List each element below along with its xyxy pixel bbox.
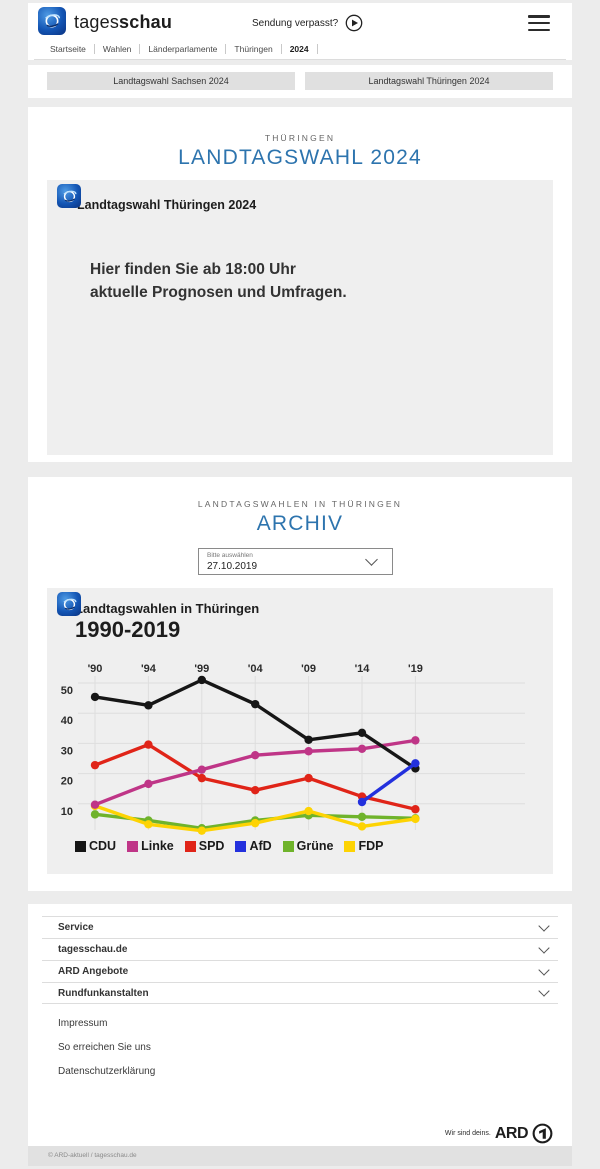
site-footer: Service tagesschau.de ARD Angebote Rundf… <box>28 904 572 1146</box>
chevron-down-icon <box>365 553 378 566</box>
breadcrumb-divider <box>139 44 141 54</box>
quick-links-strip: Landtagswahl Sachsen 2024 Landtagswahl T… <box>28 65 572 98</box>
ard-claim: Wir sind deins. <box>444 1130 491 1137</box>
chevron-down-icon <box>538 985 550 997</box>
widget-title: Landtagswahl Thüringen 2024 <box>77 198 257 212</box>
breadcrumb-laenderparlamente[interactable]: Länderparlamente <box>148 44 218 54</box>
chart-subtitle: 1990-2019 <box>75 617 181 642</box>
play-icon[interactable] <box>345 14 363 32</box>
breadcrumb-2024[interactable]: 2024 <box>289 44 309 54</box>
link-datenschutzerklaerung[interactable]: Datenschutzerklärung <box>58 1066 156 1077</box>
svg-text:30: 30 <box>61 745 73 757</box>
election-card: THÜRINGEN LANDTAGSWAHL 2024 Landtagswahl… <box>28 107 572 462</box>
copyright-text: © ARD-aktuell / tagesschau.de <box>48 1152 137 1159</box>
menu-icon[interactable] <box>528 15 550 31</box>
legend-swatch <box>184 840 196 852</box>
sendung-verpasst-link[interactable]: Sendung verpasst? <box>252 13 363 33</box>
svg-text:40: 40 <box>61 715 73 727</box>
breadcrumb-startseite[interactable]: Startseite <box>50 44 86 54</box>
breadcrumb-divider <box>225 44 227 54</box>
legend-label: AfD <box>249 839 272 853</box>
archive-title: ARCHIV <box>256 512 344 535</box>
tagesschau-watermark-icon <box>57 592 81 616</box>
globe-icon <box>63 598 77 610</box>
legend-swatch <box>75 840 86 852</box>
accordion-tagesschau-de[interactable]: tagesschau.de <box>42 938 558 960</box>
svg-text:'09: '09 <box>301 663 316 675</box>
ard-logo[interactable]: Wir sind deins. ARD <box>445 1123 553 1144</box>
accordion-rundfunkanstalten[interactable]: Rundfunkanstalten <box>42 982 558 1004</box>
legend-item: SPD <box>184 839 225 853</box>
svg-text:'04: '04 <box>248 663 264 675</box>
svg-text:'94: '94 <box>141 663 157 675</box>
link-so-erreichen-sie-uns[interactable]: So erreichen Sie uns <box>58 1042 151 1053</box>
accordion-service[interactable]: Service <box>42 916 558 938</box>
link-impressum[interactable]: Impressum <box>58 1018 108 1029</box>
archive-card: LANDTAGSWAHLEN IN THÜRINGEN ARCHIV Bitte… <box>28 477 572 891</box>
svg-text:20: 20 <box>61 776 73 788</box>
breadcrumb-wahlen[interactable]: Wahlen <box>102 44 132 54</box>
legend-label: SPD <box>198 839 225 853</box>
archive-kicker: LANDTAGSWAHLEN IN THÜRINGEN <box>197 499 403 509</box>
legend-item: AfD <box>235 839 272 853</box>
copyright-bar: © ARD-aktuell / tagesschau.de <box>28 1146 572 1166</box>
chart-legend: CDU Linke SPD AfD Grüne FDP <box>75 839 383 853</box>
chevron-down-icon <box>538 919 550 932</box>
chevron-down-icon <box>538 941 550 954</box>
footer-accordion: Service tagesschau.de ARD Angebote Rundf… <box>42 916 558 1004</box>
site-header: tagesschau Sendung verpasst? Startseite … <box>28 3 572 60</box>
archive-chart-svg: '90 '94 '99 '04 '09 '14 '19 10 20 30 40 50 <box>61 663 525 835</box>
sendung-verpasst-label: Sendung verpasst? <box>252 17 339 29</box>
landtagswahl-thueringen-button[interactable]: Landtagswahl Thüringen 2024 <box>305 72 553 90</box>
globe-icon <box>45 14 61 28</box>
legend-label: FDP <box>358 839 384 853</box>
legend-label: Linke <box>141 839 174 853</box>
svg-text:50: 50 <box>61 685 73 697</box>
legend-label: Grüne <box>296 839 334 853</box>
election-kicker: THÜRINGEN <box>264 133 336 143</box>
svg-text:'99: '99 <box>194 663 209 675</box>
chart-title: Landtagswahlen in Thüringen <box>75 601 260 616</box>
legend-item: Linke <box>127 839 174 853</box>
election-title: LANDTAGSWAHL 2024 <box>178 146 422 169</box>
legend-item: FDP <box>344 839 383 853</box>
brand-wordmark[interactable]: tagesschau <box>74 12 173 32</box>
svg-text:'19: '19 <box>408 663 423 675</box>
legend-swatch <box>344 840 356 852</box>
legend-swatch <box>282 840 294 852</box>
archive-chart-panel: Landtagswahlen in Thüringen 1990-2019 '9… <box>47 588 553 874</box>
chevron-down-icon <box>538 963 550 976</box>
legend-label: CDU <box>89 839 117 853</box>
globe-icon <box>63 190 77 202</box>
svg-text:'90: '90 <box>88 663 103 675</box>
accordion-ard-angebote[interactable]: ARD Angebote <box>42 960 558 982</box>
legend-item: CDU <box>75 839 116 853</box>
tagesschau-logo[interactable] <box>38 7 66 35</box>
landtagswahl-sachsen-button[interactable]: Landtagswahl Sachsen 2024 <box>47 72 295 90</box>
svg-text:'14: '14 <box>355 663 371 675</box>
archive-date-dropdown[interactable]: Bitte auswählen 27.10.2019 <box>198 548 393 575</box>
breadcrumb-thueringen[interactable]: Thüringen <box>234 44 273 54</box>
ard-wordmark: ARD <box>494 1124 529 1142</box>
election-widget: Landtagswahl Thüringen 2024 Hier finden … <box>47 180 553 455</box>
dropdown-label: Bitte auswählen <box>207 552 253 559</box>
legend-swatch <box>127 840 139 852</box>
breadcrumb-divider <box>280 44 282 54</box>
svg-text:10: 10 <box>61 806 73 818</box>
footer-links: Impressum So erreichen Sie uns Datenschu… <box>58 1018 155 1090</box>
breadcrumb-divider <box>316 44 318 54</box>
ard-one-icon <box>532 1123 553 1144</box>
legend-item: Grüne <box>282 839 334 853</box>
breadcrumb-divider <box>93 44 95 54</box>
breadcrumb: Startseite Wahlen Länderparlamente Thüri… <box>42 44 318 54</box>
tagesschau-watermark-icon <box>57 184 81 208</box>
widget-message: Hier finden Sie ab 18:00 Uhr aktuelle Pr… <box>90 261 347 301</box>
dropdown-value: 27.10.2019 <box>207 561 258 572</box>
legend-swatch <box>235 840 247 852</box>
